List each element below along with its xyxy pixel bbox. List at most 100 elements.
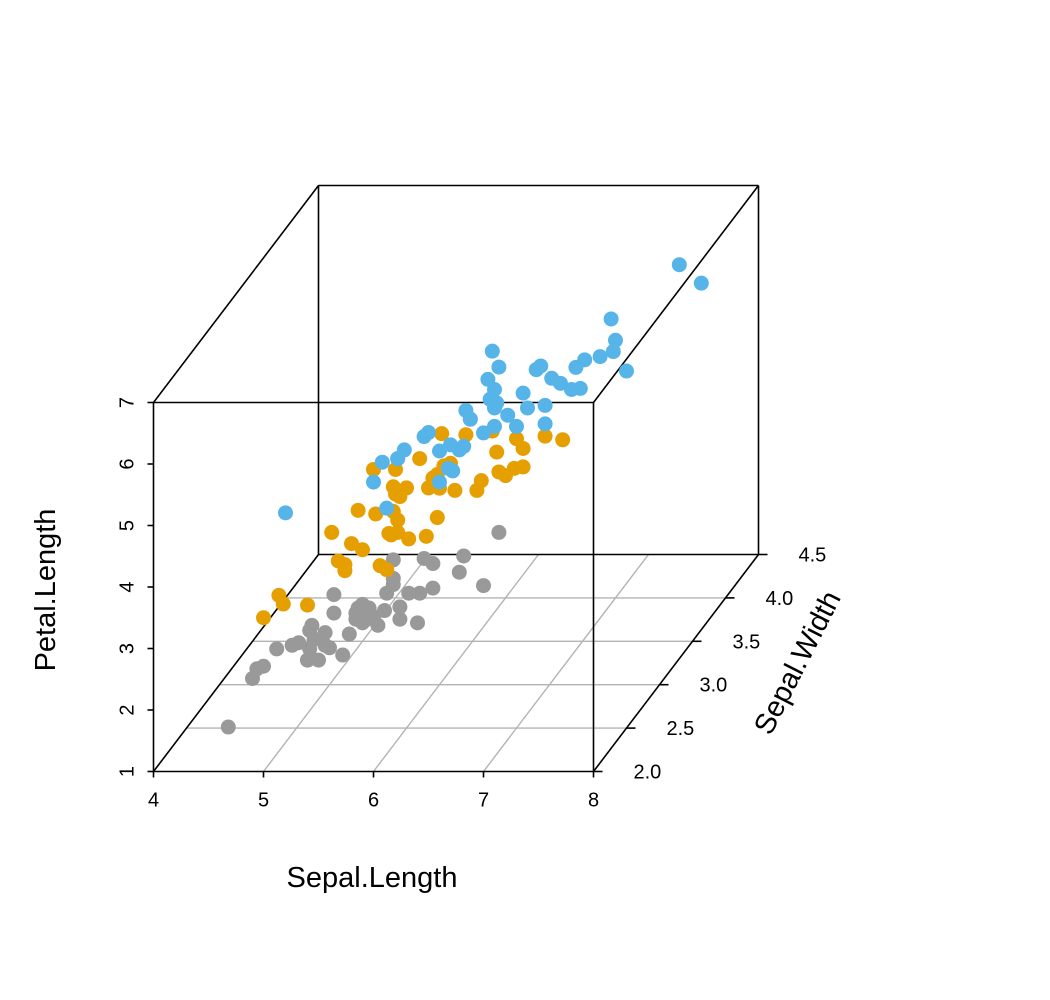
grid-line-x [262,554,430,772]
data-point [553,375,568,391]
data-point [418,528,434,544]
data-point [322,640,337,656]
data-point [335,647,351,663]
z-tick-label: 2 [117,704,139,715]
data-point [385,479,401,495]
data-point [533,358,549,374]
data-point [555,432,571,448]
data-point [487,382,502,397]
y-tick-label: 4.5 [799,545,827,567]
y-tick-label: 2.0 [634,762,662,784]
data-point [370,617,386,633]
data-point [383,527,399,543]
bounding-box [152,184,760,773]
data-point [619,363,634,379]
x-tick-label: 7 [478,790,489,812]
y-tick-label: 3.0 [700,675,728,697]
data-point [344,536,359,552]
grid-line-x [372,554,540,772]
data-point [330,553,346,569]
axis-ticks: 4 5 6 7 8 1 2 3 4 5 6 7 2.02.53.03.54.04.5 [117,397,827,812]
data-point [278,505,293,521]
data-point [476,578,491,594]
data-point [537,397,553,413]
data-point [379,500,395,516]
data-point [220,719,236,735]
data-point [269,641,285,657]
data-point [390,451,406,467]
x-axis-title: Sepal.Length [287,862,458,894]
data-point [693,275,709,291]
data-point [537,416,553,432]
box-edge [592,554,760,772]
data-point [401,585,417,601]
data-point [284,637,300,653]
data-point [473,473,489,489]
data-point [445,463,461,479]
data-point [608,332,623,348]
data-point [432,443,447,459]
data-point [249,661,265,677]
data-point [377,603,392,619]
data-point [432,474,447,490]
data-point [568,359,584,375]
y-tick-label: 3.5 [733,631,761,653]
data-point [324,524,340,540]
data-point [317,625,333,641]
data-point [491,359,507,375]
data-point [366,474,381,490]
data-point [392,599,408,615]
data-point [379,562,395,578]
data-point [456,548,472,564]
data-point [390,512,406,528]
data-point [487,418,502,434]
data-point [509,431,524,447]
z-tick-label: 6 [117,458,139,469]
data-point [515,385,531,401]
box-edge [592,185,760,403]
data-point [374,454,390,470]
box-edge [152,554,320,772]
data-point [401,531,417,547]
data-point [572,380,588,396]
z-tick-label: 7 [117,397,139,408]
box-edge [152,185,320,403]
data-point [537,428,553,444]
data-point [491,464,507,480]
data-point [416,429,432,445]
data-points [220,257,709,735]
y-tick-label: 2.5 [667,718,695,740]
x-tick-label: 4 [148,790,159,812]
data-point [451,564,467,580]
data-point [300,597,315,613]
data-point [355,542,370,558]
data-point [520,400,535,416]
x-tick-label: 8 [588,790,599,812]
data-point [392,611,408,627]
data-point [429,510,445,526]
y-axis-title: Sepal.Width [748,586,847,740]
data-point [425,556,441,572]
z-axis-title: Petal.Length [30,509,62,672]
data-point [592,349,608,365]
data-point [509,418,524,434]
data-point [462,411,478,427]
data-point [491,524,507,540]
data-point [275,596,291,612]
data-point [434,426,450,442]
data-point [368,506,384,522]
data-point [458,427,474,443]
data-point [350,502,366,518]
data-point [311,652,326,668]
data-point [476,425,491,441]
data-point [326,605,342,621]
grid-line-x [482,554,650,772]
data-point [456,438,472,454]
z-tick-label: 3 [117,643,139,654]
z-tick-label: 4 [117,581,139,592]
data-point [484,343,500,359]
data-point [412,451,428,467]
data-point [489,444,505,460]
data-point [487,400,502,416]
